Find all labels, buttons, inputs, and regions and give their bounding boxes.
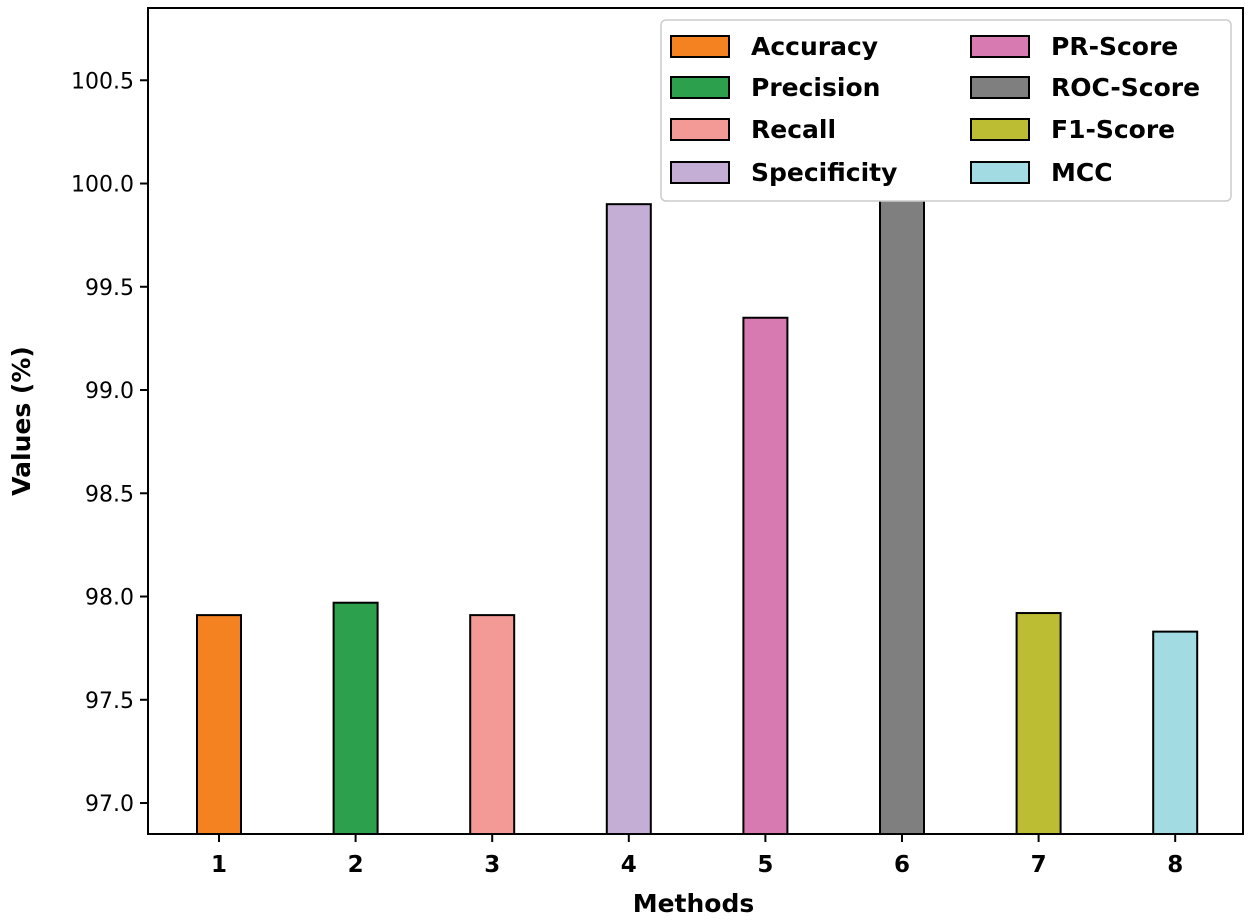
y-tick-label: 97.5 [85,689,134,714]
x-axis-label: Methods [633,889,755,918]
legend-label: PR-Score [1051,32,1178,61]
x-tick-label: 7 [1031,852,1047,878]
legend-swatch [670,161,730,184]
bar-roc-score [879,188,925,836]
x-tick-label: 6 [894,852,910,878]
legend-swatch [970,76,1030,99]
axes-frame [147,7,1244,835]
y-tick-label: 99.5 [85,276,134,301]
legend-swatch [670,76,730,99]
legend-swatch [670,118,730,141]
legend-swatch [970,161,1030,184]
bar-recall [469,614,516,835]
x-axis-ticks: 1 2 3 4 5 6 7 8 [211,834,1183,878]
legend-label: MCC [1051,158,1113,187]
legend-label: F1-Score [1051,115,1175,144]
legend-swatch [670,35,730,58]
legend-frame [660,19,1232,202]
y-tick-label: 97.0 [85,792,134,817]
legend-label: Precision [751,73,880,102]
x-tick-label: 8 [1167,852,1183,878]
y-tick-label: 99.0 [85,379,134,404]
plot-area [147,7,1244,835]
legend-label: Accuracy [751,32,878,61]
legend: Accuracy Precision Recall Specificity PR-Sco… [660,19,1232,202]
legend-label: ROC-Score [1051,73,1200,102]
legend-swatch [970,118,1030,141]
y-axis-ticks: 97.0 97.5 98.0 98.5 99.0 99.5 100.0 100.5 [71,69,148,817]
bar-mcc [1152,630,1199,835]
bar-specificity [605,203,652,836]
y-tick-label: 98.5 [85,482,134,507]
bar-f1-score [1015,612,1062,835]
y-axis-label: Values (%) [7,346,36,496]
bars [196,188,1199,836]
x-tick-label: 3 [484,852,500,878]
bar-precision [332,601,379,835]
x-tick-label: 4 [621,852,637,878]
y-tick-label: 100.5 [71,69,134,94]
y-tick-label: 100.0 [71,173,134,198]
legend-swatch [970,35,1030,58]
legend-label: Specificity [751,158,897,187]
y-tick-label: 98.0 [85,586,134,611]
bar-accuracy [196,614,242,835]
x-tick-label: 2 [348,852,364,878]
legend-label: Recall [751,115,836,144]
x-tick-label: 1 [211,852,227,878]
bar-pr-score [742,316,789,835]
x-tick-label: 5 [757,852,773,878]
